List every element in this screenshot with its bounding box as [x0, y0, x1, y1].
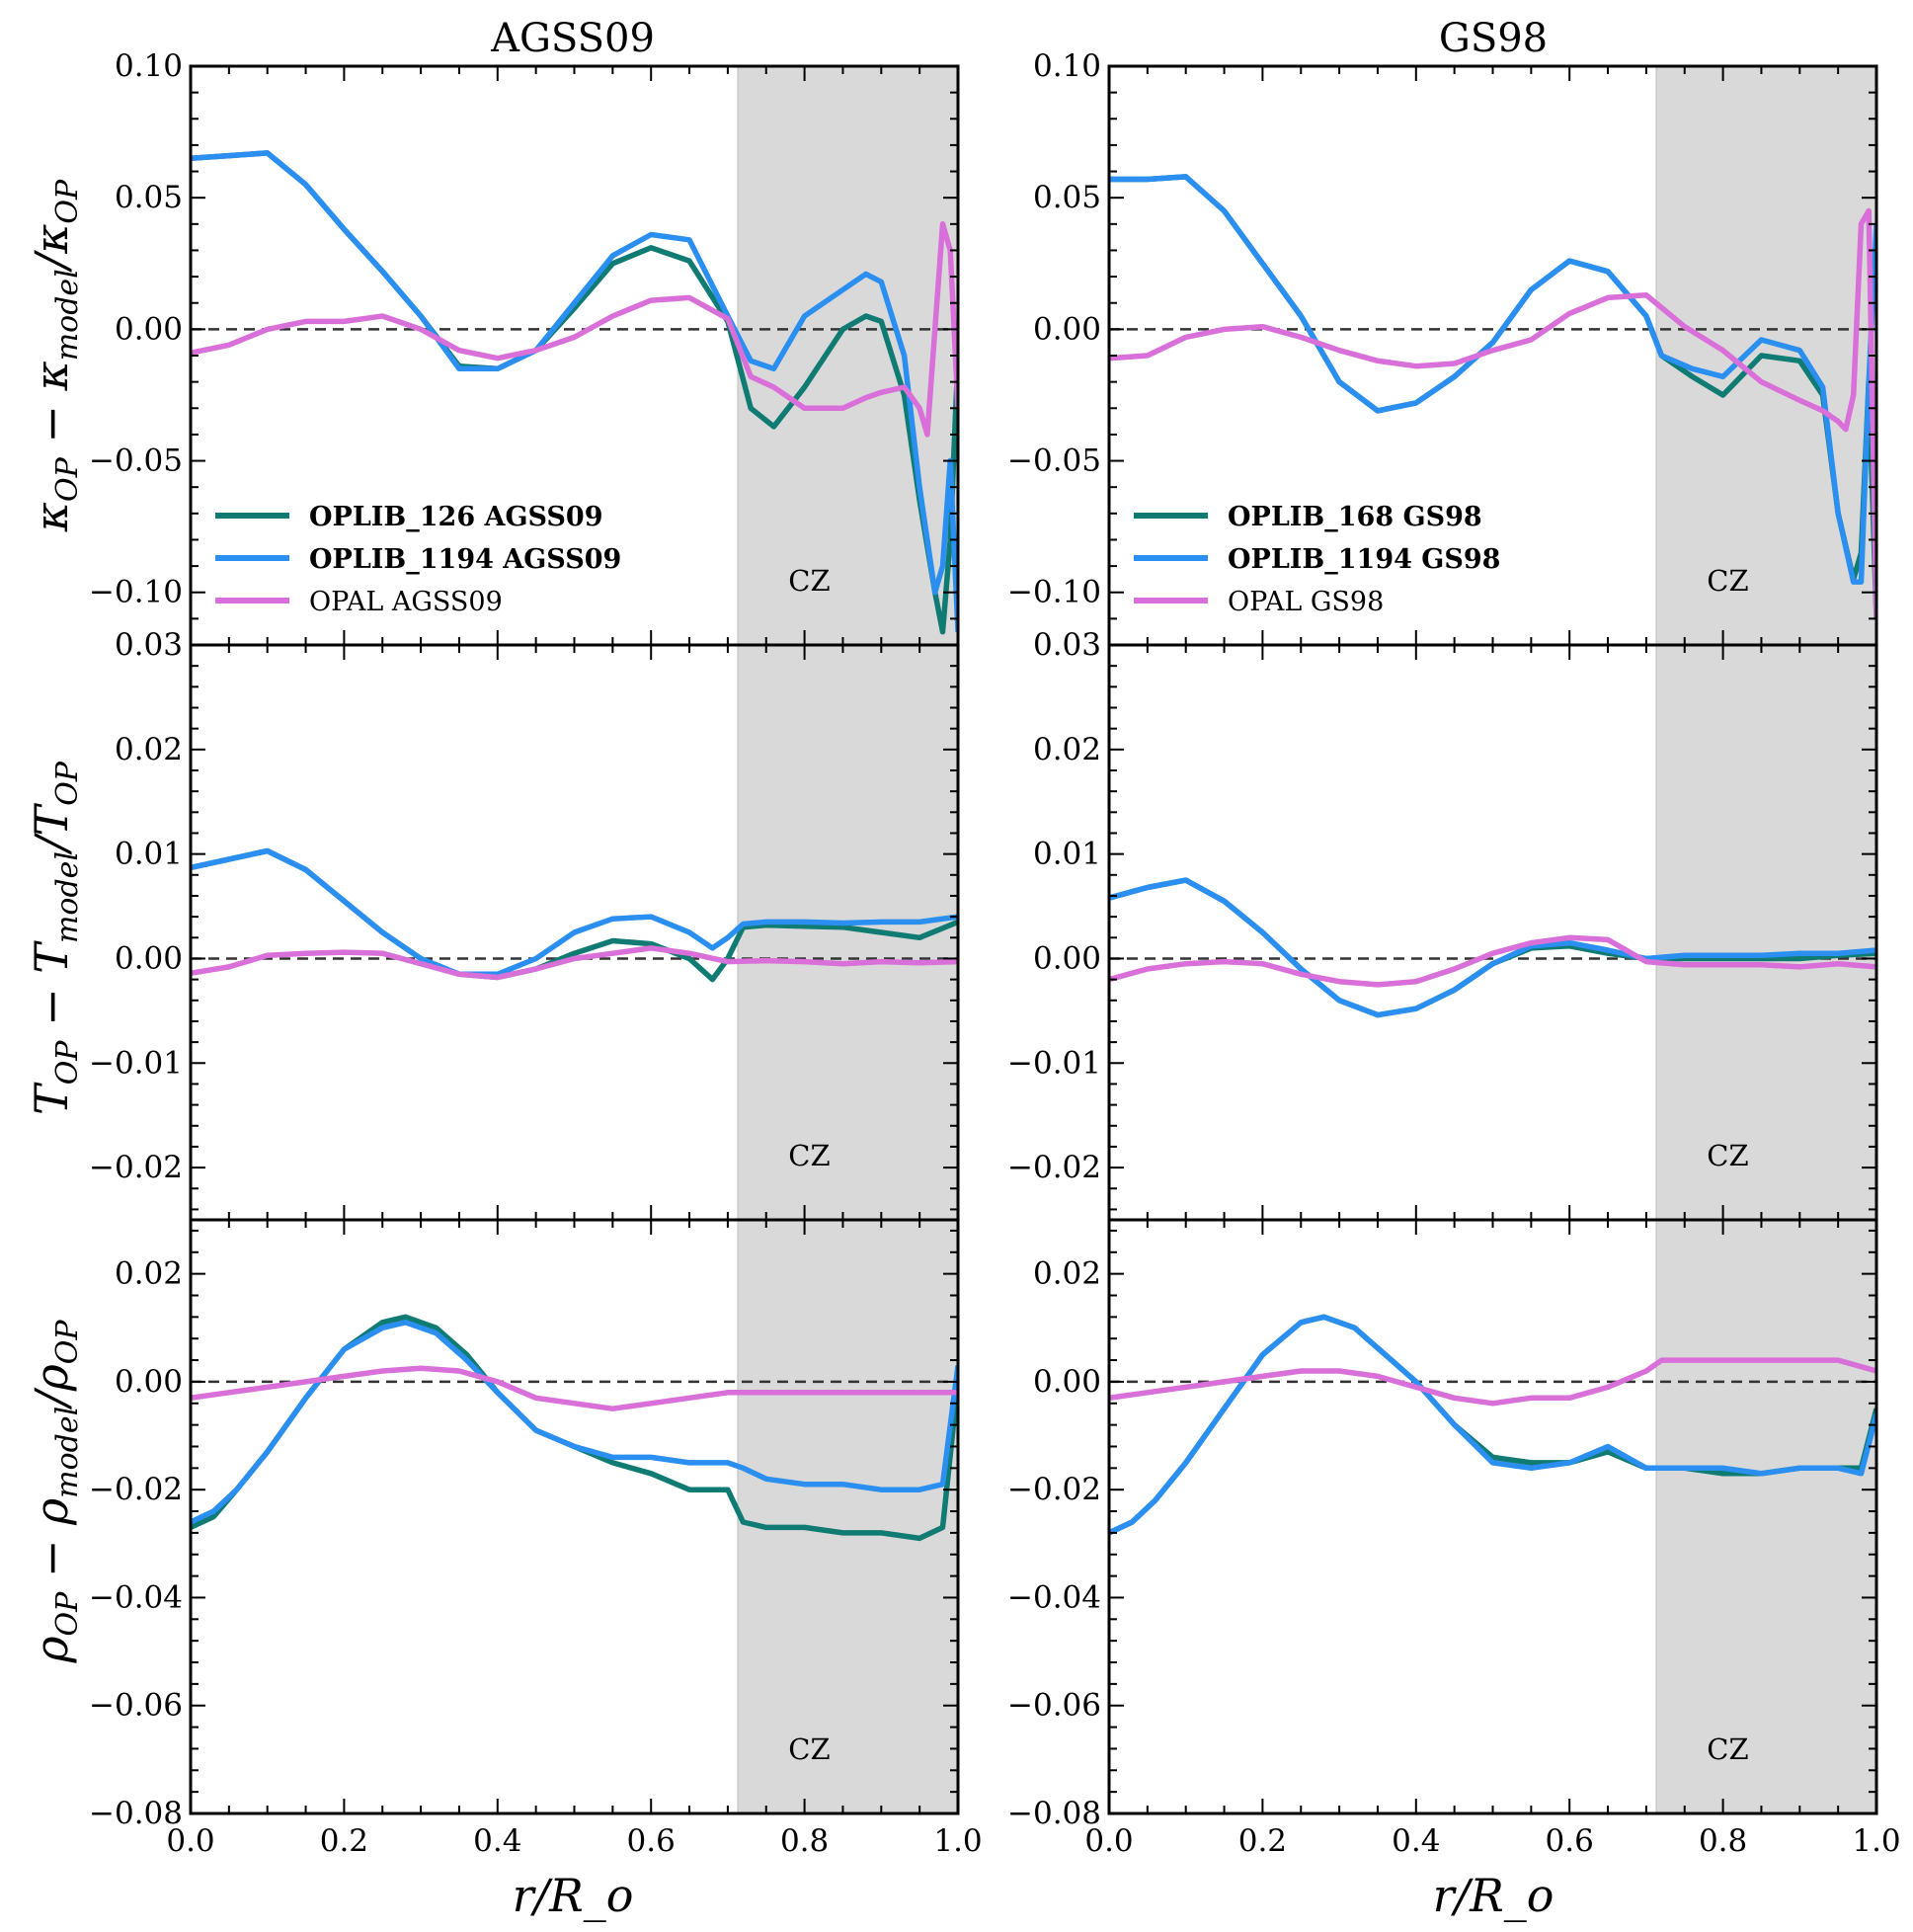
series-line-oplib_1194 [191, 1320, 958, 1525]
y-tick-label: 0.00 [1033, 940, 1101, 976]
y-tick-label: −0.08 [89, 1796, 183, 1831]
y-tick-label: −0.02 [89, 1472, 183, 1507]
series-line-opal [191, 1365, 958, 1411]
y-axis-label-kappa: κOP − κmodel/κOP [25, 179, 85, 532]
y-tick-label: 0.03 [115, 627, 183, 663]
y-tick-label: −0.05 [1007, 443, 1101, 479]
y-tick-label: 0.02 [1033, 732, 1101, 767]
y-tick-label: 0.01 [115, 837, 183, 872]
x-tick-label: 0.6 [627, 1823, 676, 1859]
series-line-oplib_1194 [191, 150, 958, 632]
y-tick-label: 0.02 [115, 732, 183, 767]
y-tick-label: 0.05 [115, 180, 183, 215]
x-tick-label: 0.4 [473, 1823, 521, 1859]
x-tick-label: 0.2 [1238, 1823, 1287, 1859]
panel-temperature-agss09: CZ −0.02 −0.01 0.00 0.01 0.02 0.03 [89, 627, 960, 1222]
y-tick-label: 0.00 [115, 311, 183, 347]
y-tick-label: −0.04 [89, 1579, 183, 1615]
y-tick-label: 0.00 [115, 1364, 183, 1400]
panel-kappa-agss09: CZ −0.10 −0.05 0.00 0.05 0.10 OPLIB_126 AGSS09… [89, 48, 960, 647]
y-tick-label: −0.10 [1007, 575, 1101, 610]
panel-density-gs98: CZ −0.08 −0.06 −0.04 −0.02 0.00 0.02 0.0 0.2 0.4 0… [1007, 1218, 1901, 1859]
y-tick-label: −0.02 [89, 1150, 183, 1185]
series-line-opal [1109, 207, 1876, 619]
column-title-agss09: AGSS09 [490, 16, 655, 61]
series-line-opal [1109, 934, 1876, 988]
convection-zone-band [737, 644, 959, 1221]
x-tick-label: 1.0 [933, 1823, 982, 1859]
y-tick-label: −0.10 [89, 575, 183, 610]
y-tick-label: −0.08 [1007, 1796, 1101, 1831]
y-tick-label: −0.01 [89, 1045, 183, 1081]
series-line-oplib_1194 [191, 847, 958, 978]
panels: CZ −0.10 −0.05 0.00 0.05 0.10 OPLIB_126 AGSS09… [89, 48, 1901, 1859]
y-tick-label: 0.10 [115, 48, 183, 84]
y-tick-label: −0.01 [1007, 1045, 1101, 1081]
y-tick-label: 0.02 [115, 1256, 183, 1292]
x-tick-label: 0.2 [320, 1823, 368, 1859]
legend-label: OPAL GS98 [1228, 587, 1384, 617]
y-tick-label: −0.04 [1007, 1579, 1101, 1615]
y-tick-label: 0.03 [1033, 627, 1101, 663]
legend-label: OPLIB_1194 AGSS09 [309, 544, 621, 575]
convection-zone-band [737, 65, 959, 646]
convection-zone-band [737, 1219, 959, 1814]
y-axis-label-temperature: TOP − Tmodel/TOP [25, 761, 85, 1115]
series-line-oplib_1194 [1109, 877, 1876, 1018]
cz-label: CZ [1707, 1139, 1748, 1172]
x-axis-label-right: r/R_o [1433, 1869, 1554, 1922]
y-tick-label: 0.10 [1033, 48, 1101, 84]
y-tick-label: 0.01 [1033, 837, 1101, 872]
cz-label: CZ [788, 1732, 830, 1766]
y-axis-label-density: ρOP − ρmodel/ρOP [25, 1320, 85, 1664]
y-tick-label: 0.05 [1033, 180, 1101, 215]
x-tick-label: 0.6 [1546, 1823, 1594, 1859]
legend-label: OPLIB_1194 GS98 [1228, 544, 1500, 575]
y-tick-label: −0.02 [1007, 1472, 1101, 1507]
y-tick-label: 0.00 [1033, 311, 1101, 347]
cz-label: CZ [788, 1139, 830, 1172]
convection-zone-band [1655, 1219, 1877, 1814]
y-tick-label: −0.05 [89, 443, 183, 479]
panel-density-agss09: CZ −0.08 −0.06 −0.04 −0.02 0.00 0.02 0.0 0.2 0.4 0… [89, 1218, 983, 1859]
series-line-oplib_1194 [1109, 174, 1876, 585]
legend: OPLIB_126 AGSS09 OPLIB_1194 AGSS09 OPAL AG… [215, 502, 621, 617]
series-line-oplib_1194 [1109, 1314, 1876, 1536]
x-tick-label: 0.4 [1392, 1823, 1440, 1859]
y-tick-label: −0.06 [1007, 1688, 1101, 1724]
x-tick-label: 0.0 [166, 1823, 214, 1859]
panel-temperature-gs98: CZ −0.02 −0.01 0.00 0.01 0.02 0.03 [1007, 627, 1878, 1222]
x-tick-label: 0.8 [780, 1823, 829, 1859]
y-tick-label: 0.00 [115, 940, 183, 976]
series-line-opal [191, 945, 958, 981]
series-line-opal [1109, 1357, 1876, 1407]
legend: OPLIB_168 GS98 OPLIB_1194 GS98 OPAL GS98 [1134, 502, 1500, 617]
cz-label: CZ [1707, 564, 1748, 598]
legend-label: OPLIB_126 AGSS09 [309, 502, 603, 532]
legend-label: OPLIB_168 GS98 [1228, 502, 1482, 532]
x-axis-label-left: r/R_o [513, 1869, 634, 1922]
series-line-opal [191, 221, 958, 438]
y-tick-label: −0.06 [89, 1688, 183, 1724]
column-title-gs98: GS98 [1439, 16, 1548, 61]
x-tick-label: 0.0 [1084, 1823, 1133, 1859]
x-tick-label: 1.0 [1852, 1823, 1900, 1859]
convection-zone-band [1655, 644, 1877, 1221]
cz-label: CZ [788, 564, 830, 598]
y-tick-label: 0.02 [1033, 1256, 1101, 1292]
y-tick-label: −0.02 [1007, 1150, 1101, 1185]
y-tick-label: 0.00 [1033, 1364, 1101, 1400]
legend-label: OPAL AGSS09 [309, 587, 503, 617]
x-tick-label: 0.8 [1699, 1823, 1747, 1859]
cz-label: CZ [1707, 1732, 1748, 1766]
